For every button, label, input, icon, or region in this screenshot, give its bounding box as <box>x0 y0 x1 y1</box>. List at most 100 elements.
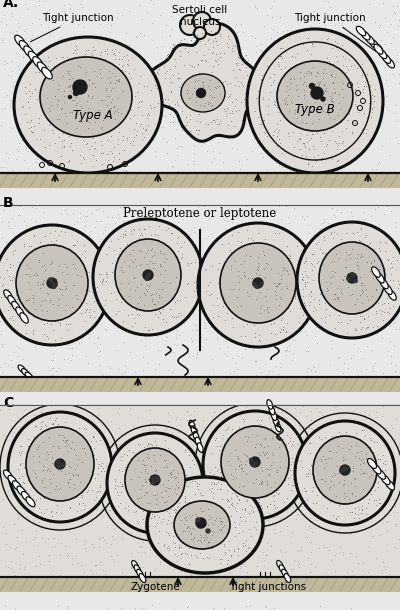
Circle shape <box>256 285 259 289</box>
Point <box>250 429 256 439</box>
Point <box>372 495 379 505</box>
Point <box>239 573 245 583</box>
Point <box>335 140 342 150</box>
Point <box>312 283 318 293</box>
Point <box>212 486 218 495</box>
Point <box>266 470 272 480</box>
Point <box>156 468 162 478</box>
Point <box>59 380 65 390</box>
Point <box>22 172 29 182</box>
Point <box>127 474 134 484</box>
Point <box>164 451 171 461</box>
Point <box>214 137 221 147</box>
Point <box>370 298 376 308</box>
Point <box>64 493 71 503</box>
Point <box>205 522 211 531</box>
Point <box>345 249 352 259</box>
Point <box>239 59 246 68</box>
Point <box>156 428 163 437</box>
Point <box>67 461 74 471</box>
Point <box>278 479 285 489</box>
Point <box>312 156 319 165</box>
Point <box>49 280 55 290</box>
Point <box>63 300 69 310</box>
Point <box>152 467 158 476</box>
Point <box>12 287 19 297</box>
Point <box>223 111 230 121</box>
Point <box>236 156 242 166</box>
Point <box>300 508 307 518</box>
Point <box>370 563 377 573</box>
Point <box>142 464 149 473</box>
Point <box>254 525 261 535</box>
Point <box>106 454 113 464</box>
Point <box>351 247 358 257</box>
Point <box>184 61 191 71</box>
Point <box>353 447 360 456</box>
Point <box>318 254 324 264</box>
Point <box>215 520 221 530</box>
Point <box>333 205 340 215</box>
Point <box>177 569 183 579</box>
Point <box>266 604 272 610</box>
Point <box>24 295 31 305</box>
Point <box>271 512 278 522</box>
Point <box>382 459 388 468</box>
Point <box>124 59 130 69</box>
Point <box>289 439 295 449</box>
Point <box>11 417 17 426</box>
Point <box>50 101 56 111</box>
Point <box>173 492 179 501</box>
Point <box>312 58 319 68</box>
Point <box>264 464 270 474</box>
Point <box>167 458 174 467</box>
Point <box>224 108 230 118</box>
Point <box>74 298 80 307</box>
Point <box>0 439 7 449</box>
Point <box>27 241 34 251</box>
Point <box>355 558 361 568</box>
Point <box>73 461 79 470</box>
Point <box>360 458 367 468</box>
Point <box>280 449 286 459</box>
Point <box>182 292 188 302</box>
Point <box>309 137 315 146</box>
Point <box>326 288 333 298</box>
Point <box>198 126 205 135</box>
Point <box>96 236 102 246</box>
Point <box>299 462 305 472</box>
Point <box>294 262 301 271</box>
Point <box>61 432 67 442</box>
Point <box>191 428 197 438</box>
Point <box>358 485 365 495</box>
Point <box>106 504 113 514</box>
Point <box>12 200 18 210</box>
Point <box>301 140 307 150</box>
Point <box>353 440 359 450</box>
Point <box>321 231 327 241</box>
Point <box>327 375 334 384</box>
Point <box>110 92 116 101</box>
Point <box>257 450 263 460</box>
Point <box>228 231 235 240</box>
Point <box>385 531 391 540</box>
Point <box>165 449 171 459</box>
Point <box>175 574 182 584</box>
Point <box>268 56 275 66</box>
Point <box>10 246 16 256</box>
Point <box>355 502 362 512</box>
Point <box>66 155 72 165</box>
Point <box>38 462 45 472</box>
Point <box>63 111 69 121</box>
Point <box>72 110 78 120</box>
Point <box>231 121 238 131</box>
Point <box>306 438 312 448</box>
Point <box>95 112 101 122</box>
Point <box>347 507 354 517</box>
Point <box>127 249 133 259</box>
Point <box>134 493 140 503</box>
Point <box>311 5 317 15</box>
Point <box>273 124 279 134</box>
Point <box>62 448 69 458</box>
Point <box>176 270 183 280</box>
